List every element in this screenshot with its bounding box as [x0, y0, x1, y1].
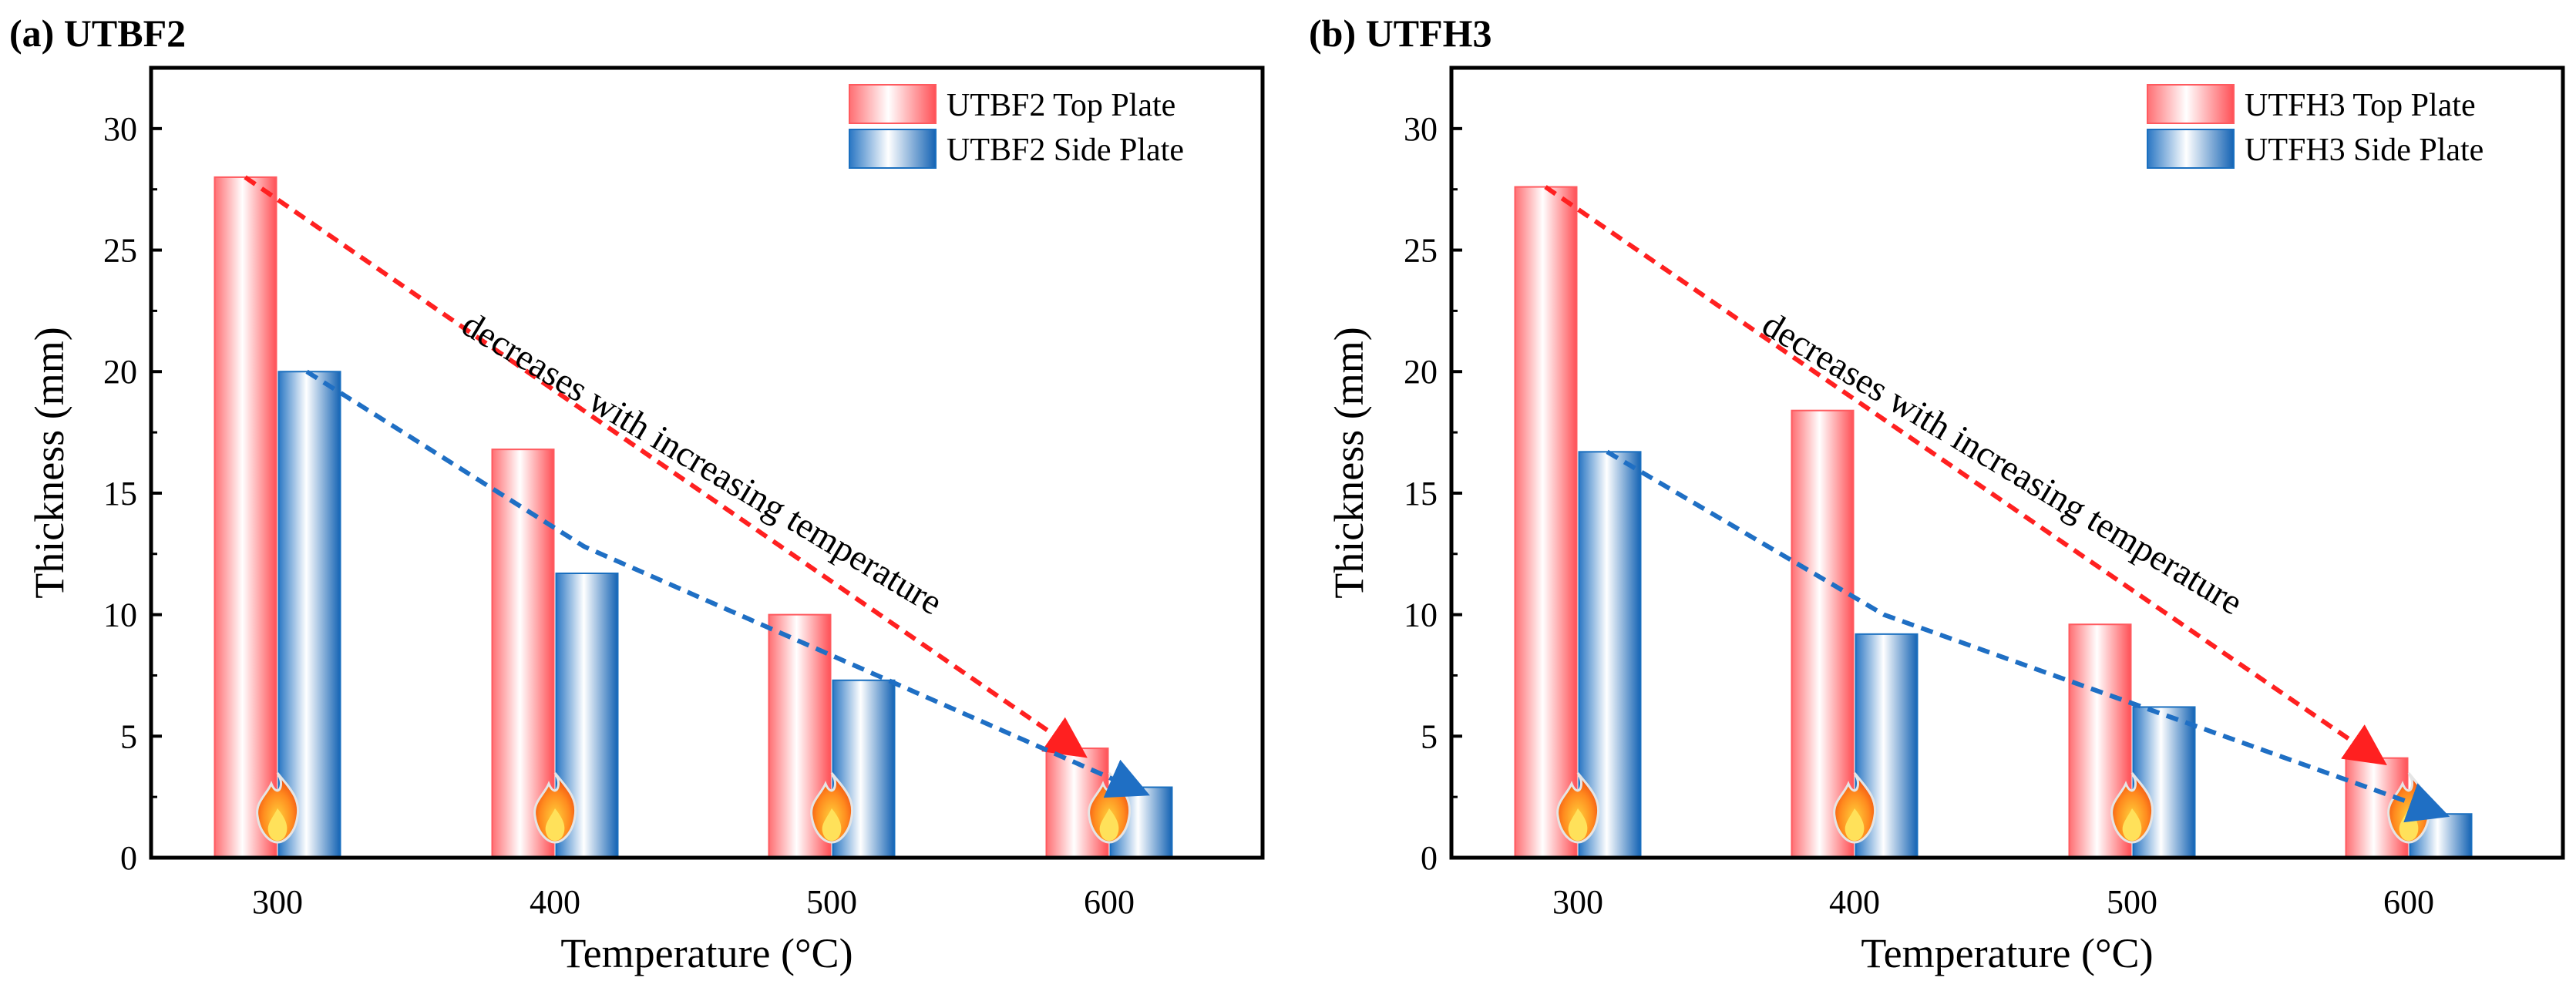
axes-frame — [149, 66, 1265, 860]
bar-top-plate — [491, 449, 555, 858]
legend: UTFH3 Top Plate UTFH3 Side Plate — [2147, 84, 2484, 169]
flame-inner — [2122, 808, 2142, 841]
flame-inner — [545, 808, 565, 841]
x-tick-label: 400 — [1829, 883, 1880, 921]
legend: UTBF2 Top Plate UTBF2 Side Plate — [849, 84, 1184, 169]
flame-outer — [2110, 772, 2154, 844]
y-tick-label: 5 — [120, 717, 137, 755]
y-tick-label: 5 — [1421, 717, 1438, 755]
plot-area: 0 5 10 15 20 25 30 300 400 500 600 — [103, 66, 1265, 921]
x-tick-label: 600 — [1084, 883, 1135, 921]
legend-label-top: UTFH3 Top Plate — [2245, 88, 2476, 123]
chart-panel-b: (b) UTFH3 0 5 10 15 20 25 30 300 400 500 600 Tempe… — [1309, 12, 2565, 976]
bar-top-plate — [214, 176, 277, 858]
flame-outer — [1556, 772, 1600, 844]
legend-swatch-side — [2147, 129, 2235, 169]
x-tick-label: 500 — [806, 883, 857, 921]
trend-line-top — [244, 175, 1088, 758]
bar-side-plate — [277, 371, 341, 858]
plot-area: 0 5 10 15 20 25 30 300 400 500 600 — [1404, 66, 2565, 921]
flame-icon — [256, 772, 300, 844]
flame-icon — [1556, 772, 1600, 844]
legend-label-side: UTBF2 Side Plate — [947, 133, 1184, 168]
x-tick-label: 300 — [252, 883, 303, 921]
y-tick-label: 20 — [103, 353, 137, 391]
bar-top-plate — [1514, 186, 1578, 859]
y-tick-label: 10 — [1404, 596, 1438, 634]
flame-icon — [533, 772, 577, 844]
y-tick-label: 0 — [120, 839, 137, 877]
flame-inner — [822, 808, 842, 841]
legend-label-side: UTFH3 Side Plate — [2245, 133, 2484, 168]
y-tick-label: 10 — [103, 596, 137, 634]
flame-icon — [1833, 772, 1877, 844]
panel-label: (b) UTFH3 — [1309, 12, 1492, 55]
flame-outer — [810, 772, 854, 844]
x-tick-label: 400 — [530, 883, 580, 921]
y-tick-label: 30 — [1404, 110, 1438, 148]
panel-label: (a) UTBF2 — [9, 12, 186, 55]
flame-inner — [1099, 808, 1119, 841]
y-axis-title: Thickness (mm) — [1326, 327, 1372, 598]
legend-swatch-side — [849, 129, 937, 169]
y-tick-label: 15 — [1404, 475, 1438, 512]
flame-outer — [533, 772, 577, 844]
x-axis-title: Temperature (°C) — [1861, 930, 2153, 976]
y-tick-label: 15 — [103, 475, 137, 512]
bar-top-plate — [1791, 409, 1855, 858]
legend-swatch-top — [2147, 84, 2235, 124]
y-tick-label: 25 — [103, 232, 137, 270]
y-tick-label: 25 — [1404, 232, 1438, 270]
flame-inner — [267, 808, 288, 841]
legend-swatch-top — [849, 84, 937, 124]
x-tick-label: 300 — [1552, 883, 1603, 921]
trend-line-side — [305, 369, 1150, 798]
axes-frame — [1449, 66, 2565, 860]
y-tick-label: 30 — [103, 110, 137, 148]
flame-inner — [1845, 808, 1865, 841]
flame-outer — [256, 772, 300, 844]
y-tick-label: 20 — [1404, 353, 1438, 391]
x-tick-label: 600 — [2383, 883, 2434, 921]
flame-outer — [1833, 772, 1877, 844]
flame-icon — [2110, 772, 2154, 844]
chart-panel-a: (a) UTBF2 0 5 10 15 20 25 30 300 400 500 600 Tempe… — [9, 12, 1265, 976]
y-axis-title: Thickness (mm) — [26, 327, 72, 598]
trend-line-side — [1606, 449, 2450, 823]
x-tick-label: 500 — [2107, 883, 2157, 921]
trend-line-top — [1544, 185, 2387, 765]
flame-icon — [810, 772, 854, 844]
legend-label-top: UTBF2 Top Plate — [947, 88, 1175, 123]
y-tick-label: 0 — [1421, 839, 1438, 877]
x-axis-title: Temperature (°C) — [560, 930, 853, 976]
flame-inner — [1568, 808, 1588, 841]
